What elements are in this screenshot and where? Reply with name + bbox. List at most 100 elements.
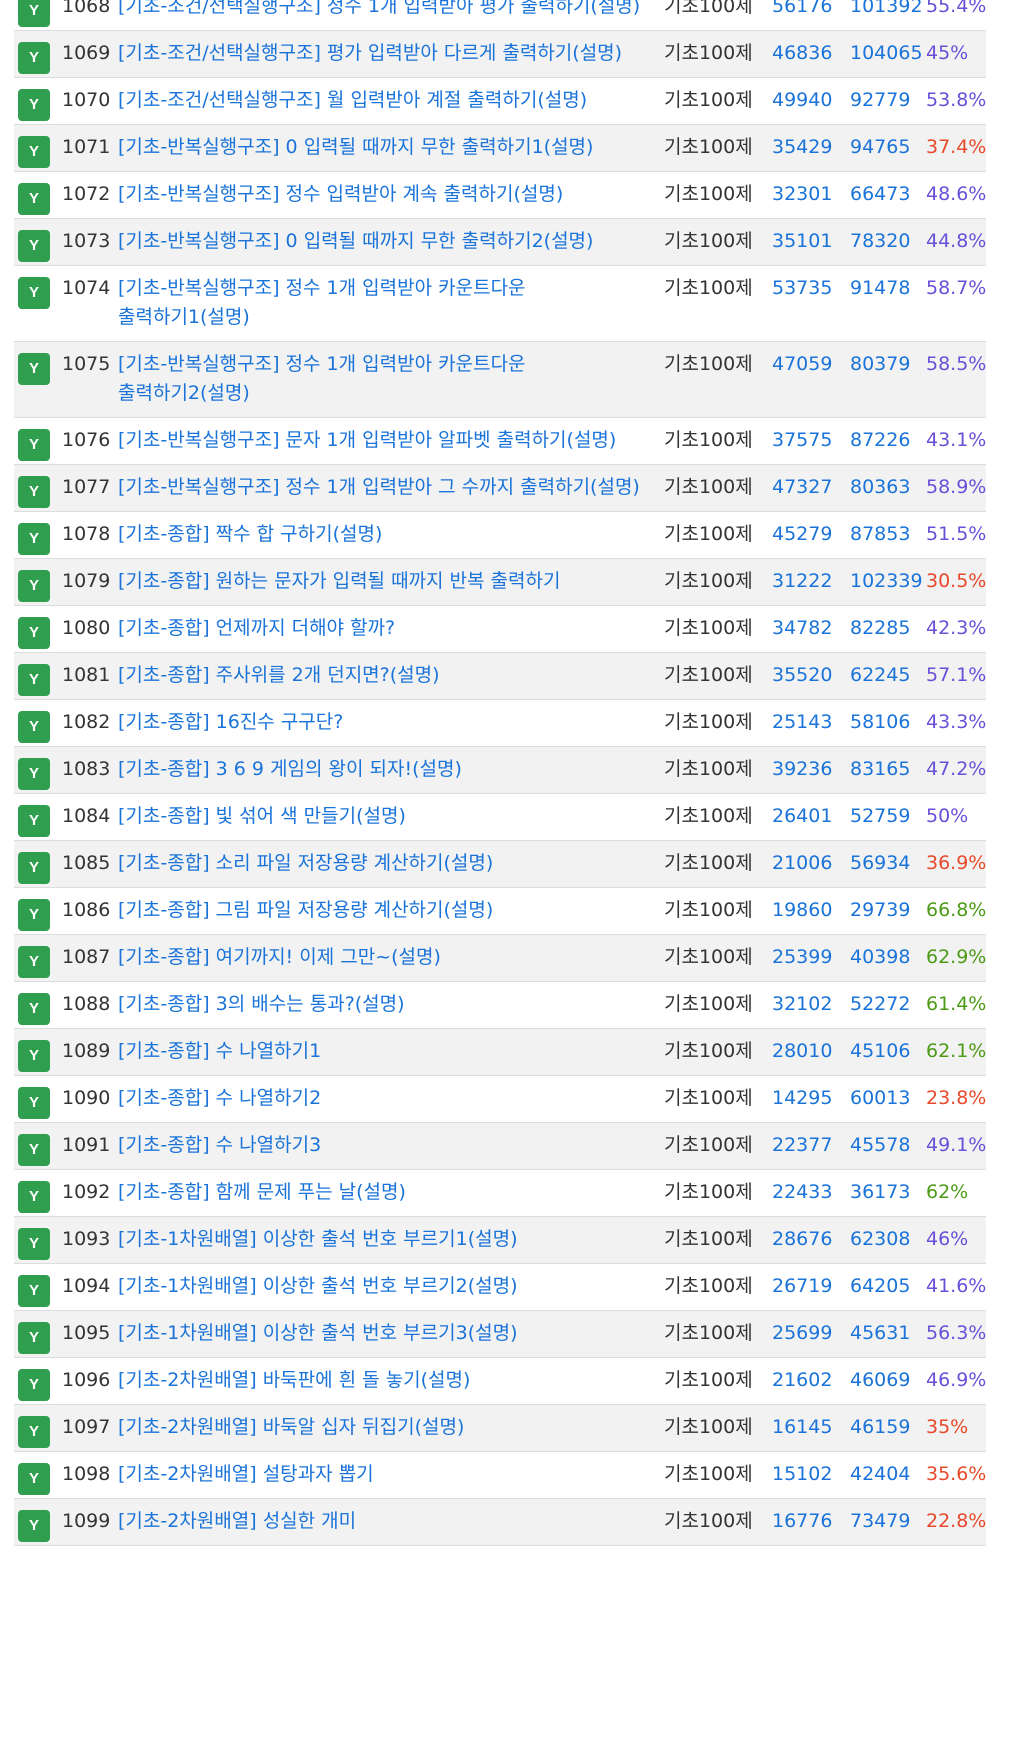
solved-count[interactable]: 21602 — [764, 1357, 842, 1405]
solved-count[interactable]: 25699 — [764, 1310, 842, 1358]
badge-cell: Y — [14, 699, 56, 747]
submission-count[interactable]: 42404 — [842, 1451, 920, 1499]
submission-count[interactable]: 52272 — [842, 981, 920, 1029]
problem-title-link[interactable]: [기초-종합] 언제까지 더해야 할까? — [118, 617, 396, 639]
problem-title-link[interactable]: [기초-2차원배열] 성실한 개미 — [118, 1510, 357, 1532]
submission-count[interactable]: 60013 — [842, 1075, 920, 1123]
problem-title-link[interactable]: [기초-1차원배열] 이상한 출석 번호 부르기1(설명) — [118, 1228, 518, 1250]
solved-count[interactable]: 22377 — [764, 1122, 842, 1170]
solved-count[interactable]: 16776 — [764, 1498, 842, 1546]
solved-count[interactable]: 16145 — [764, 1404, 842, 1452]
solved-count[interactable]: 14295 — [764, 1075, 842, 1123]
problem-title-link[interactable]: [기초-1차원배열] 이상한 출석 번호 부르기2(설명) — [118, 1275, 518, 1297]
solved-count[interactable]: 39236 — [764, 746, 842, 794]
solved-count[interactable]: 32102 — [764, 981, 842, 1029]
submission-count[interactable]: 45578 — [842, 1122, 920, 1170]
submission-count[interactable]: 45106 — [842, 1028, 920, 1076]
solved-count[interactable]: 15102 — [764, 1451, 842, 1499]
submission-count[interactable]: 56934 — [842, 840, 920, 888]
solved-count[interactable]: 37575 — [764, 417, 842, 465]
problem-title-link[interactable]: [기초-1차원배열] 이상한 출석 번호 부르기3(설명) — [118, 1322, 518, 1344]
submission-count[interactable]: 45631 — [842, 1310, 920, 1358]
submission-count[interactable]: 40398 — [842, 934, 920, 982]
submission-count[interactable]: 66473 — [842, 171, 920, 219]
submission-count[interactable]: 52759 — [842, 793, 920, 841]
solved-count[interactable]: 35101 — [764, 218, 842, 266]
solved-count[interactable]: 35429 — [764, 124, 842, 172]
problem-title-link[interactable]: [기초-종합] 수 나열하기2 — [118, 1087, 322, 1109]
problem-title-link[interactable]: [기초-반복실행구조] 정수 입력받아 계속 출력하기(설명) — [118, 183, 564, 205]
solved-badge: Y — [18, 230, 50, 262]
solved-count[interactable]: 47327 — [764, 464, 842, 512]
submission-count[interactable]: 62245 — [842, 652, 920, 700]
submission-count[interactable]: 73479 — [842, 1498, 920, 1546]
problem-title-link[interactable]: [기초-종합] 주사위를 2개 던지면?(설명) — [118, 664, 440, 686]
solved-count[interactable]: 19860 — [764, 887, 842, 935]
problem-title-link[interactable]: [기초-종합] 여기까지! 이제 그만~(설명) — [118, 946, 441, 968]
solved-count[interactable]: 26719 — [764, 1263, 842, 1311]
problem-title-link[interactable]: [기초-종합] 그림 파일 저장용량 계산하기(설명) — [118, 899, 494, 921]
solved-count[interactable]: 46836 — [764, 30, 842, 78]
submission-count[interactable]: 82285 — [842, 605, 920, 653]
problem-title-link[interactable]: [기초-조건/선택실행구조] 평가 입력받아 다르게 출력하기(설명) — [118, 42, 623, 64]
solved-count[interactable]: 47059 — [764, 341, 842, 418]
solved-count[interactable]: 28676 — [764, 1216, 842, 1264]
problem-title-link[interactable]: [기초-반복실행구조] 0 입력될 때까지 무한 출력하기2(설명) — [118, 230, 594, 252]
problem-title-link[interactable]: [기초-종합] 수 나열하기1 — [118, 1040, 322, 1062]
submission-count[interactable]: 101392 — [842, 0, 923, 31]
problem-title-link[interactable]: [기초-종합] 수 나열하기3 — [118, 1134, 322, 1156]
solved-count[interactable]: 35520 — [764, 652, 842, 700]
problem-title-link[interactable]: [기초-반복실행구조] 0 입력될 때까지 무한 출력하기1(설명) — [118, 136, 594, 158]
problem-title-link[interactable]: [기초-조건/선택실행구조] 월 입력받아 계절 출력하기(설명) — [118, 89, 588, 111]
submission-count[interactable]: 104065 — [842, 30, 923, 78]
submission-count[interactable]: 102339 — [842, 558, 923, 606]
submission-count[interactable]: 58106 — [842, 699, 920, 747]
solved-count[interactable]: 26401 — [764, 793, 842, 841]
problem-title-link[interactable]: [기초-종합] 3의 배수는 통과?(설명) — [118, 993, 405, 1015]
submission-count[interactable]: 87226 — [842, 417, 920, 465]
problem-title-link[interactable]: [기초-2차원배열] 바둑알 십자 뒤집기(설명) — [118, 1416, 465, 1438]
solved-count[interactable]: 45279 — [764, 511, 842, 559]
problem-title-link[interactable]: [기초-종합] 짝수 합 구하기(설명) — [118, 523, 383, 545]
solved-count[interactable]: 53735 — [764, 265, 842, 342]
solved-count[interactable]: 56176 — [764, 0, 842, 31]
problem-title-link[interactable]: [기초-종합] 빛 섞어 색 만들기(설명) — [118, 805, 406, 827]
solved-count[interactable]: 49940 — [764, 77, 842, 125]
submission-count[interactable]: 83165 — [842, 746, 920, 794]
solved-count[interactable]: 22433 — [764, 1169, 842, 1217]
submission-count[interactable]: 29739 — [842, 887, 920, 935]
solved-count[interactable]: 31222 — [764, 558, 842, 606]
problem-title-link[interactable]: [기초-종합] 소리 파일 저장용량 계산하기(설명) — [118, 852, 494, 874]
solved-count[interactable]: 28010 — [764, 1028, 842, 1076]
problem-title-link[interactable]: [기초-반복실행구조] 정수 1개 입력받아 카운트다운 출력하기1(설명) — [118, 277, 526, 328]
problem-title-cell: [기초-1차원배열] 이상한 출석 번호 부르기2(설명) — [118, 1263, 658, 1311]
solved-count[interactable]: 25399 — [764, 934, 842, 982]
problem-title-link[interactable]: [기초-반복실행구조] 정수 1개 입력받아 그 수까지 출력하기(설명) — [118, 476, 640, 498]
submission-count[interactable]: 91478 — [842, 265, 920, 342]
solved-count[interactable]: 25143 — [764, 699, 842, 747]
submission-count[interactable]: 87853 — [842, 511, 920, 559]
problem-title-link[interactable]: [기초-종합] 16진수 구구단? — [118, 711, 344, 733]
problem-title-link[interactable]: [기초-조건/선택실행구조] 정수 1개 입력받아 평가 출력하기(설명) — [118, 0, 641, 17]
submission-count[interactable]: 78320 — [842, 218, 920, 266]
submission-count[interactable]: 92779 — [842, 77, 920, 125]
problem-title-link[interactable]: [기초-2차원배열] 바둑판에 흰 돌 놓기(설명) — [118, 1369, 471, 1391]
problem-title-link[interactable]: [기초-종합] 3 6 9 게임의 왕이 되자!(설명) — [118, 758, 462, 780]
submission-count[interactable]: 80363 — [842, 464, 920, 512]
submission-count[interactable]: 94765 — [842, 124, 920, 172]
solved-count[interactable]: 34782 — [764, 605, 842, 653]
problem-title-link[interactable]: [기초-2차원배열] 설탕과자 뽑기 — [118, 1463, 374, 1485]
problem-title-link[interactable]: [기초-반복실행구조] 문자 1개 입력받아 알파벳 출력하기(설명) — [118, 429, 617, 451]
problem-title-link[interactable]: [기초-종합] 함께 문제 푸는 날(설명) — [118, 1181, 406, 1203]
submission-count[interactable]: 46159 — [842, 1404, 920, 1452]
submission-count[interactable]: 46069 — [842, 1357, 920, 1405]
submission-count[interactable]: 80379 — [842, 341, 920, 418]
solved-count[interactable]: 32301 — [764, 171, 842, 219]
problem-title-link[interactable]: [기초-종합] 원하는 문자가 입력될 때까지 반복 출력하기 — [118, 570, 561, 592]
submission-count[interactable]: 64205 — [842, 1263, 920, 1311]
solved-count[interactable]: 21006 — [764, 840, 842, 888]
submission-count[interactable]: 36173 — [842, 1169, 920, 1217]
submission-count[interactable]: 62308 — [842, 1216, 920, 1264]
problem-title-link[interactable]: [기초-반복실행구조] 정수 1개 입력받아 카운트다운 출력하기2(설명) — [118, 353, 526, 404]
problem-title-cell: [기초-종합] 3의 배수는 통과?(설명) — [118, 981, 658, 1029]
